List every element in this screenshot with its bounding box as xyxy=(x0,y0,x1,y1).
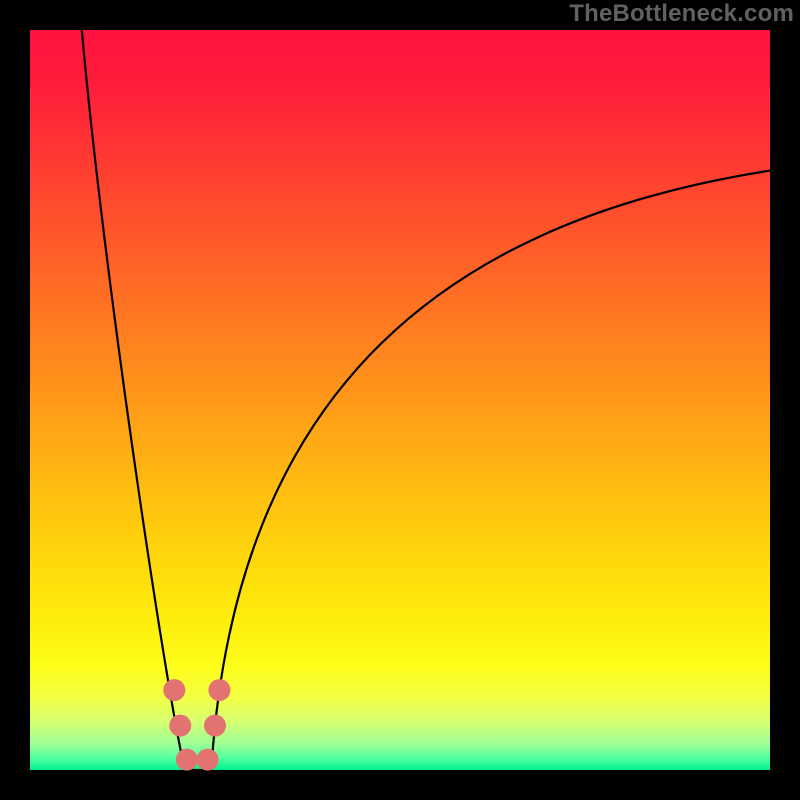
marker-point xyxy=(208,679,230,701)
marker-point xyxy=(169,715,191,737)
marker-point xyxy=(197,749,219,771)
gradient-background xyxy=(30,30,770,770)
marker-point xyxy=(163,679,185,701)
chart-svg xyxy=(0,0,800,800)
marker-point xyxy=(176,749,198,771)
chart-stage: TheBottleneck.com xyxy=(0,0,800,800)
marker-point xyxy=(204,715,226,737)
